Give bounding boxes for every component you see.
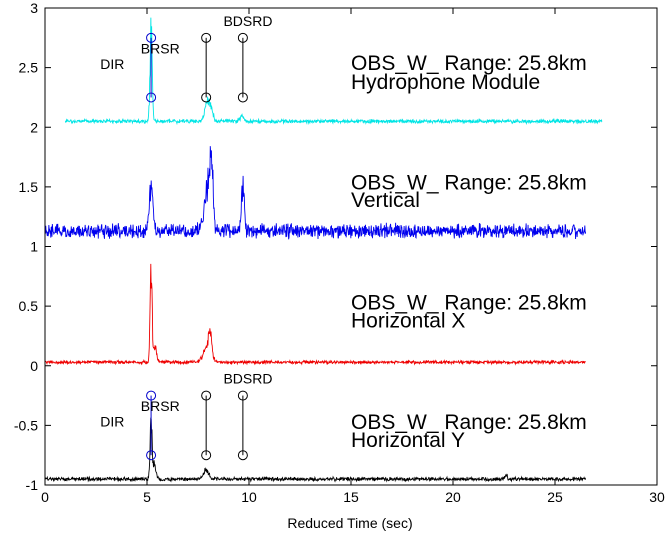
trace-line-3: [44, 263, 586, 366]
x-tick-label-1: 0: [41, 489, 49, 505]
trace-subtitle-4: Horizontal Y: [351, 429, 465, 452]
phase-annotation-5: BRSR: [141, 398, 180, 414]
phase-marker-bottom-circle-2: [201, 92, 212, 103]
y-tick-label-top-partial: 3: [30, 0, 38, 16]
x-axis-label: Reduced Time (sec): [287, 515, 412, 531]
phase-marker-top-circle-6: [237, 390, 248, 401]
y-tick-label-8: 2.5: [19, 60, 39, 76]
trace-title-1: OBS_W_ Range: 25.8km: [351, 52, 587, 75]
trace-line-1: [64, 17, 603, 126]
phase-marker-top-circle-1: [146, 32, 157, 43]
axes-layer: 0 5 10 15 20 25 30 -1 -0.5 0 0.5 1 1.5 2 2.5 3: [14, 0, 665, 505]
x-tick-label-6: 25: [547, 489, 563, 505]
trace-subtitle-1: Hydrophone Module: [351, 71, 540, 94]
y-tick-label-3: 0: [30, 358, 38, 374]
y-tick-label-5: 1: [30, 239, 38, 255]
phase-marker-bottom-circle-6: [237, 450, 248, 461]
x-tick-label-5: 20: [445, 489, 461, 505]
phase-annotation-3: BDSRD: [223, 13, 272, 29]
x-tick-label-7: 30: [649, 489, 665, 505]
phase-marker-top-circle-2: [201, 32, 212, 43]
x-tick-label-3: 10: [241, 489, 257, 505]
trace-line-2: [44, 146, 587, 240]
phase-marker-bottom-circle-1: [146, 92, 157, 103]
x-tick-label-4: 15: [343, 489, 359, 505]
trace-title-4: OBS_W_ Range: 25.8km: [351, 411, 587, 434]
trace-subtitle-2: Vertical: [351, 189, 420, 212]
y-tick-label-6: 1.5: [19, 179, 39, 195]
trace-subtitle-3: Horizontal X: [351, 310, 465, 333]
phase-marker-bottom-circle-4: [146, 450, 157, 461]
phase-marker-bottom-circle-5: [201, 450, 212, 461]
y-tick-label-4: 0.5: [19, 298, 39, 314]
y-tick-label-7: 2: [30, 119, 38, 135]
traces-layer: [44, 17, 603, 483]
phase-annotation-6: BDSRD: [223, 371, 272, 387]
phase-marker-top-circle-3: [237, 32, 248, 43]
x-tick-label-2: 5: [143, 489, 151, 505]
trace-title-3: OBS_W_ Range: 25.8km: [351, 292, 587, 315]
phase-annotation-4: DIR: [100, 414, 124, 430]
trace-line-4: [44, 417, 587, 483]
y-tick-label-2: -0.5: [14, 417, 38, 433]
phase-marker-bottom-circle-3: [237, 92, 248, 103]
phase-annotation-1: DIR: [100, 56, 124, 72]
trace-labels-layer: DIR BRSR BDSRD DIR BRSR BDSRD OBS_W_ Range: 25…: [100, 13, 587, 452]
phase-markers-layer: [146, 32, 248, 461]
phase-marker-top-circle-5: [201, 390, 212, 401]
phase-annotation-2: BRSR: [141, 40, 180, 56]
phase-marker-top-circle-4: [146, 390, 157, 401]
y-tick-label-1: -1: [26, 477, 39, 493]
trace-title-2: OBS_W_ Range: 25.8km: [351, 171, 587, 194]
